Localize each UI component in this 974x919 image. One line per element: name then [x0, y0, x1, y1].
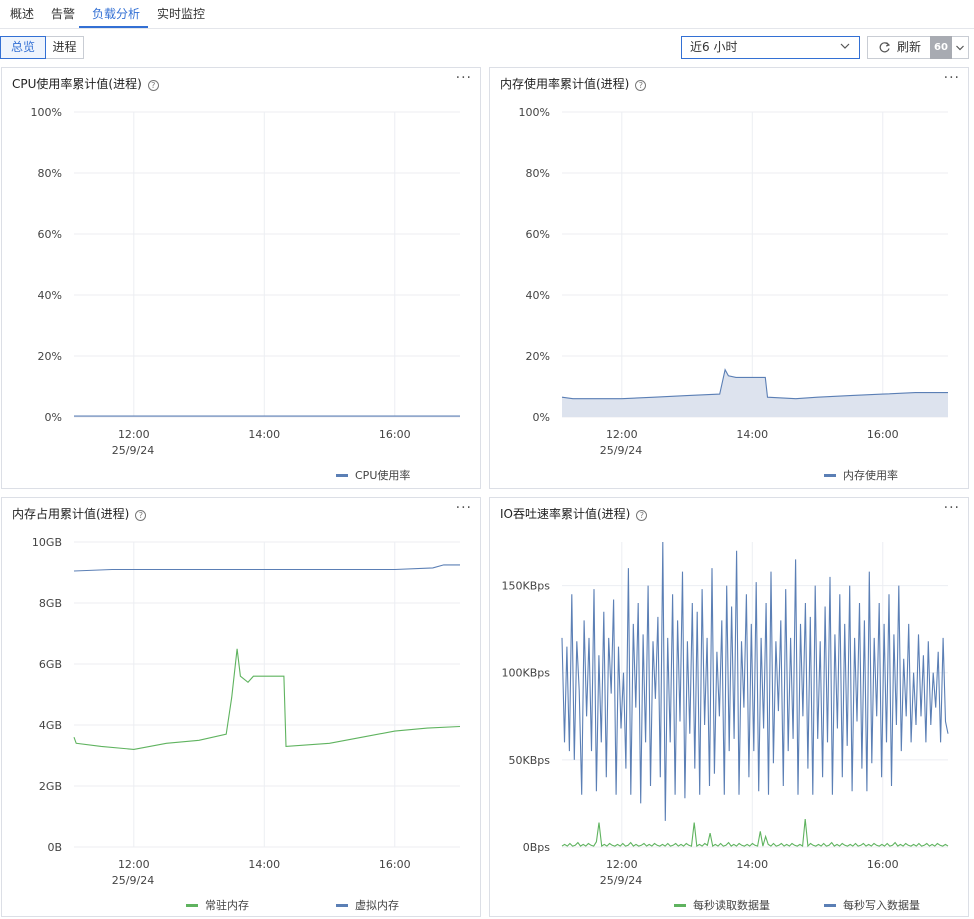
- y-tick-label: 0B: [47, 841, 62, 854]
- time-range-select[interactable]: 近6 小时: [681, 36, 860, 59]
- legend-label: CPU使用率: [355, 468, 410, 482]
- memory-usage-chart: 0B 2GB 4GB 6GB 8GB 10GB 12:00 14:00 16:00 25/9/24…: [32, 536, 461, 912]
- y-tick-label: 60%: [526, 228, 550, 241]
- panel-memory-rate: 内存使用率累计值(进程)? ··· 0% 20% 40% 60% 80% 100% 12:0…: [489, 67, 969, 489]
- y-tick-label: 100%: [519, 106, 550, 119]
- x-tick-label: 14:00: [736, 858, 768, 871]
- legend-label: 虚拟内存: [355, 898, 399, 912]
- chevron-down-icon: [956, 45, 964, 51]
- x-tick-label: 16:00: [867, 428, 899, 441]
- toolbar: 总览 进程 近6 小时 刷新 60: [0, 35, 974, 61]
- y-tick-label: 4GB: [39, 719, 62, 732]
- x-tick-label: 16:00: [867, 858, 899, 871]
- series-line: [561, 541, 949, 821]
- x-tick-label: 16:00: [379, 428, 411, 441]
- help-icon[interactable]: ?: [635, 80, 647, 91]
- y-tick-label: 0%: [533, 411, 550, 424]
- series-line: [73, 564, 460, 572]
- y-tick-label: 50KBps: [509, 754, 551, 767]
- y-tick-label: 20%: [38, 350, 62, 363]
- y-tick-label: 0Bps: [523, 841, 551, 854]
- panel-memory-usage: 内存占用累计值(进程)? ··· 0B 2GB 4GB 6GB 8GB 10GB 12:00…: [1, 497, 481, 917]
- x-date-label: 25/9/24: [112, 444, 154, 457]
- refresh-icon: [879, 42, 891, 53]
- memory-rate-chart: 0% 20% 40% 60% 80% 100% 12:00 14:00 16:00 25/9/24…: [519, 106, 948, 482]
- y-tick-label: 40%: [38, 289, 62, 302]
- x-tick-label: 12:00: [606, 428, 638, 441]
- tab-load-analysis[interactable]: 负载分析: [92, 7, 141, 21]
- chevron-down-icon: [840, 43, 850, 49]
- refresh-label: 刷新: [897, 40, 922, 54]
- tab-alerts[interactable]: 告警: [51, 7, 76, 21]
- time-range-value: 近6 小时: [690, 40, 738, 54]
- legend-swatch: [824, 904, 836, 907]
- more-options-icon[interactable]: ···: [455, 70, 472, 86]
- tab-realtime-monitor[interactable]: 实时监控: [157, 7, 206, 21]
- y-tick-label: 8GB: [39, 597, 62, 610]
- x-tick-label: 12:00: [606, 858, 638, 871]
- top-tab-bar: 概述 告警 负载分析 实时监控: [0, 0, 974, 29]
- panel-title: CPU使用率累计值(进程): [12, 77, 142, 91]
- legend-swatch: [674, 904, 686, 907]
- more-options-icon[interactable]: ···: [455, 500, 472, 516]
- refresh-interval-dropdown[interactable]: [952, 36, 969, 59]
- y-tick-label: 6GB: [39, 658, 62, 671]
- x-tick-label: 12:00: [118, 428, 150, 441]
- refresh-interval-badge[interactable]: 60: [930, 36, 952, 59]
- y-tick-label: 40%: [526, 289, 550, 302]
- x-tick-label: 16:00: [379, 858, 411, 871]
- io-throughput-chart: 0Bps 50KBps 100KBps 150KBps 12:00 14:00 16:00 2…: [502, 541, 949, 912]
- legend-swatch: [336, 474, 348, 477]
- y-tick-label: 100%: [31, 106, 62, 119]
- legend-label: 常驻内存: [205, 898, 249, 912]
- help-icon[interactable]: ?: [636, 510, 648, 521]
- y-tick-label: 80%: [526, 167, 550, 180]
- refresh-button[interactable]: 刷新: [867, 36, 930, 59]
- series-line: [561, 368, 948, 400]
- y-tick-label: 0%: [45, 411, 62, 424]
- y-tick-label: 60%: [38, 228, 62, 241]
- cpu-usage-chart: 0% 20% 40% 60% 80% 100% 12:00 14:00 16:00 25/9/24…: [31, 106, 460, 482]
- series-line: [73, 648, 461, 750]
- more-options-icon[interactable]: ···: [943, 70, 960, 86]
- y-tick-label: 100KBps: [502, 667, 551, 680]
- y-tick-label: 20%: [526, 350, 550, 363]
- panel-io-throughput: IO吞吐速率累计值(进程)? ··· 0Bps 50KBps 100KBps 150K…: [489, 497, 969, 917]
- x-tick-label: 14:00: [248, 858, 280, 871]
- x-tick-label: 14:00: [736, 428, 768, 441]
- legend-label: 每秒读取数据量: [693, 898, 770, 912]
- y-tick-label: 80%: [38, 167, 62, 180]
- tab-overview[interactable]: 概述: [10, 7, 35, 21]
- legend-swatch: [824, 474, 836, 477]
- x-tick-label: 12:00: [118, 858, 150, 871]
- legend-swatch: [336, 904, 348, 907]
- x-date-label: 25/9/24: [600, 444, 642, 457]
- x-date-label: 25/9/24: [600, 874, 642, 887]
- x-date-label: 25/9/24: [112, 874, 154, 887]
- legend-label: 内存使用率: [843, 468, 898, 482]
- area-fill: [562, 369, 948, 417]
- panel-title: 内存占用累计值(进程): [12, 507, 130, 521]
- legend-label: 每秒写入数据量: [843, 898, 920, 912]
- more-options-icon[interactable]: ···: [943, 500, 960, 516]
- view-overview-button[interactable]: 总览: [0, 36, 46, 59]
- panel-title: 内存使用率累计值(进程): [500, 77, 630, 91]
- panel-cpu-usage: CPU使用率累计值(进程)? ··· 0% 20% 40% 60% 80% 100% 12:…: [1, 67, 481, 489]
- panel-title: IO吞吐速率累计值(进程): [500, 507, 631, 521]
- active-tab-indicator: [79, 26, 148, 28]
- help-icon[interactable]: ?: [147, 80, 159, 91]
- y-tick-label: 150KBps: [502, 580, 551, 593]
- legend-swatch: [186, 904, 198, 907]
- help-icon[interactable]: ?: [135, 510, 147, 521]
- y-tick-label: 10GB: [32, 536, 62, 549]
- view-process-button[interactable]: 进程: [45, 36, 84, 59]
- x-tick-label: 14:00: [248, 428, 280, 441]
- y-tick-label: 2GB: [39, 780, 62, 793]
- series-line: [561, 819, 949, 848]
